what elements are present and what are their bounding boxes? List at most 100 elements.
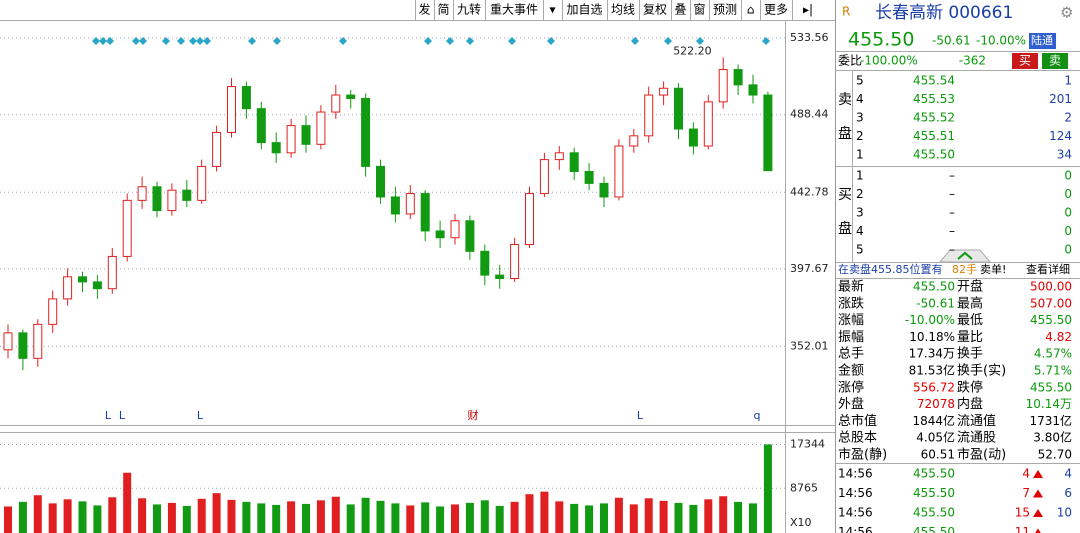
volume-bar xyxy=(63,499,72,533)
event-marker[interactable] xyxy=(631,37,639,45)
candle-body xyxy=(376,165,385,198)
stat-label: 换手(实) xyxy=(957,364,1006,379)
toolbar-button[interactable]: 九转 xyxy=(457,2,481,17)
event-marker[interactable] xyxy=(203,37,211,45)
trade-volume: 4 xyxy=(1022,467,1030,481)
level: 5 xyxy=(856,243,864,257)
event-marker[interactable] xyxy=(466,37,474,45)
volume-bar xyxy=(346,504,355,533)
level-volume: 0 xyxy=(1064,224,1072,238)
level-volume: 0 xyxy=(1064,187,1072,201)
candle-body xyxy=(599,182,609,198)
toolbar-button[interactable]: ▾ xyxy=(549,3,555,17)
stat-value: 455.50 xyxy=(1030,380,1072,394)
price: 455.50 xyxy=(848,29,914,51)
level-price: – xyxy=(949,224,955,238)
event-marker[interactable] xyxy=(106,37,114,45)
volume-bar xyxy=(495,505,504,533)
expand-arrow[interactable] xyxy=(957,251,973,260)
event-marker[interactable] xyxy=(547,37,555,45)
event-marker[interactable] xyxy=(248,37,256,45)
trade-count: 4 xyxy=(1064,467,1072,481)
event-marker[interactable] xyxy=(99,37,107,45)
event-letter: L xyxy=(105,409,112,422)
toolbar-button[interactable]: 更多 xyxy=(764,3,788,17)
volume-bar xyxy=(197,498,206,533)
event-marker[interactable] xyxy=(177,37,185,45)
event-marker[interactable] xyxy=(132,37,140,45)
event-letter: q xyxy=(754,409,761,422)
candle-body xyxy=(33,323,43,359)
sell-button-label[interactable]: 卖 xyxy=(1049,54,1061,68)
event-marker[interactable] xyxy=(508,37,516,45)
trade-arrow xyxy=(1035,528,1041,533)
buy-button[interactable] xyxy=(1012,53,1038,69)
event-marker[interactable] xyxy=(273,37,281,45)
event-marker[interactable] xyxy=(664,37,672,45)
volume-bar xyxy=(331,496,340,533)
event-marker[interactable] xyxy=(162,37,170,45)
candle-body xyxy=(92,281,102,290)
stat-label: 量比 xyxy=(957,330,983,345)
trade-arrow xyxy=(1033,470,1043,478)
toolbar-button[interactable]: ▸| xyxy=(803,3,813,17)
toolbar-button[interactable]: 均线 xyxy=(611,3,635,17)
toolbar-button[interactable]: 叠 xyxy=(674,3,686,17)
event-marker[interactable] xyxy=(189,37,197,45)
toolbar-button[interactable]: ⌂ xyxy=(747,3,755,17)
level: 2 xyxy=(856,129,864,143)
event-letter: 财 xyxy=(468,408,479,422)
event-marker[interactable] xyxy=(139,37,147,45)
toolbar-button[interactable]: 发 xyxy=(418,2,430,17)
buy-button-label[interactable]: 买 xyxy=(1019,54,1031,68)
volume-bar xyxy=(182,505,191,533)
volume-bar xyxy=(302,503,310,533)
volume-bar xyxy=(108,497,117,533)
stat-value: 3.80亿 xyxy=(1033,430,1072,445)
candle-body xyxy=(584,170,594,184)
detail-link[interactable]: 查看详细 xyxy=(1026,262,1070,276)
settings-icon[interactable]: ⚙ xyxy=(1060,4,1073,22)
toolbar-button[interactable]: 加自选 xyxy=(566,3,602,17)
level-price: – xyxy=(949,169,955,183)
event-marker[interactable] xyxy=(196,37,204,45)
level-price: – xyxy=(949,243,955,257)
stat-label: 开盘 xyxy=(957,279,983,295)
side-label: 盘 xyxy=(838,220,852,237)
event-marker[interactable] xyxy=(696,37,704,45)
event-marker[interactable] xyxy=(446,37,454,45)
candle-body xyxy=(361,97,371,167)
volume-bar xyxy=(451,504,459,533)
sell-button[interactable] xyxy=(1042,53,1068,69)
quote-panel: R 长春高新 000661 ⚙ 455.50 -50.61 -10.00% 陆通… xyxy=(836,3,1080,533)
toolbar-button[interactable]: 复权 xyxy=(643,3,667,17)
toolbar-button[interactable]: 重大事件 xyxy=(490,3,538,17)
level: 3 xyxy=(856,206,864,220)
trade-price: 455.50 xyxy=(913,486,955,500)
toolbar-button[interactable]: 简 xyxy=(437,3,449,17)
toolbar-button[interactable]: 窗 xyxy=(693,3,705,17)
event-marker[interactable] xyxy=(762,37,770,45)
level-price: 455.53 xyxy=(913,92,955,106)
event-marker[interactable] xyxy=(424,37,432,45)
level-price: – xyxy=(949,206,955,220)
event-marker[interactable] xyxy=(339,37,347,45)
stat-value: 60.51 xyxy=(921,448,955,462)
y-tick-label: 397.67 xyxy=(790,262,829,275)
toolbar-button[interactable]: 预测 xyxy=(713,3,737,17)
candle-body xyxy=(644,94,654,137)
event-marker[interactable] xyxy=(92,37,100,45)
stat-value: 72078 xyxy=(917,397,955,411)
level-volume: 34 xyxy=(1057,148,1072,162)
level: 1 xyxy=(856,148,864,162)
notice-end: 卖单! xyxy=(980,263,1006,276)
level-volume: 0 xyxy=(1064,243,1072,257)
stat-value: 1731亿 xyxy=(1029,413,1072,428)
stat-value: -10.00% xyxy=(905,313,955,327)
candle-body xyxy=(227,86,236,133)
stat-label: 最低 xyxy=(957,313,983,328)
side-label: 卖 xyxy=(838,92,852,108)
tag: 陆通 xyxy=(1031,33,1053,47)
level: 5 xyxy=(856,74,864,88)
